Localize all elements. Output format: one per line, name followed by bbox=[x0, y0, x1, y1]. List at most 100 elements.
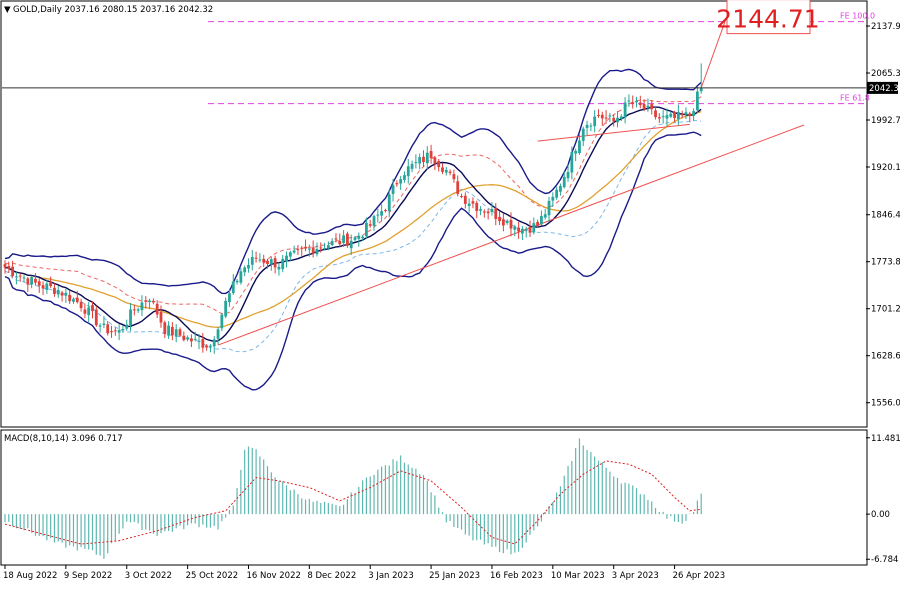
candle-body bbox=[258, 259, 262, 261]
candle-body bbox=[68, 294, 72, 302]
candle-body bbox=[680, 114, 684, 116]
candle-body bbox=[376, 214, 380, 216]
candle-body bbox=[224, 300, 228, 317]
candle-body bbox=[182, 335, 186, 341]
date-tick-label: 9 Sep 2022 bbox=[64, 571, 112, 581]
candle-body bbox=[448, 171, 452, 173]
candle-body bbox=[239, 271, 243, 283]
candle-body bbox=[53, 287, 56, 294]
candle-body bbox=[292, 250, 296, 253]
candle-body bbox=[18, 275, 22, 277]
candle-body bbox=[452, 174, 456, 180]
candle-body bbox=[574, 150, 578, 154]
candle-body bbox=[178, 329, 182, 336]
current-price-tag bbox=[867, 81, 898, 94]
candle-body bbox=[125, 324, 129, 329]
candle-body bbox=[167, 325, 170, 336]
candle-body bbox=[543, 214, 547, 218]
candle-body bbox=[209, 345, 212, 347]
candle-body bbox=[285, 255, 288, 262]
date-tick-label: 26 Apr 2023 bbox=[673, 571, 726, 581]
candle-body bbox=[604, 117, 608, 119]
candle-body bbox=[482, 211, 486, 213]
candles bbox=[3, 63, 703, 354]
candle-body bbox=[661, 116, 665, 118]
candle-body bbox=[357, 235, 361, 239]
candle-body bbox=[56, 290, 60, 295]
candle-body bbox=[106, 324, 110, 334]
candle-body bbox=[186, 337, 190, 340]
candle-body bbox=[83, 309, 87, 314]
candle-body bbox=[676, 112, 680, 120]
candle-body bbox=[311, 247, 315, 254]
ma-blue-dashed-line bbox=[4, 120, 702, 353]
candle-body bbox=[113, 330, 117, 332]
candle-body bbox=[338, 240, 342, 245]
candle-body bbox=[429, 150, 433, 158]
candle-body bbox=[593, 116, 597, 127]
candle-body bbox=[524, 228, 528, 231]
candle-body bbox=[418, 157, 422, 164]
candle-body bbox=[102, 323, 106, 325]
candle-body bbox=[330, 240, 334, 246]
candle-body bbox=[555, 189, 559, 198]
candle-body bbox=[505, 220, 509, 223]
candle-body bbox=[212, 339, 216, 347]
candle-body bbox=[437, 161, 441, 168]
candle-body bbox=[673, 112, 676, 118]
ma-red-dashed-line bbox=[5, 96, 702, 315]
candle-body bbox=[247, 264, 250, 269]
candle-body bbox=[566, 171, 570, 179]
candle-body bbox=[296, 249, 300, 251]
date-tick-label: 3 Jan 2023 bbox=[368, 571, 414, 581]
candle-body bbox=[136, 309, 140, 311]
price-tick-label: 1846.40 bbox=[871, 211, 900, 221]
candle-body bbox=[471, 201, 475, 204]
candle-body bbox=[151, 301, 155, 303]
candle-body bbox=[414, 161, 418, 163]
candle-body bbox=[201, 339, 205, 348]
ma-dark-line bbox=[4, 106, 702, 343]
candle-body bbox=[41, 285, 45, 289]
candle-body bbox=[513, 226, 517, 230]
candle-body bbox=[498, 216, 501, 222]
candle-body bbox=[155, 303, 159, 315]
candle-body bbox=[34, 278, 37, 283]
candle-body bbox=[494, 208, 498, 220]
macd-signal-line bbox=[4, 460, 702, 545]
candle-body bbox=[22, 277, 26, 279]
candle-body bbox=[91, 305, 94, 312]
candle-body bbox=[319, 247, 323, 249]
target-box[interactable]: 2144.71 bbox=[716, 0, 820, 35]
candle-body bbox=[132, 309, 136, 311]
candle-body bbox=[631, 102, 635, 104]
candle-body bbox=[616, 117, 619, 123]
candle-body bbox=[342, 235, 345, 244]
candle-body bbox=[406, 166, 410, 177]
candle-body bbox=[30, 277, 34, 285]
candle-body bbox=[684, 112, 688, 115]
candle-body bbox=[277, 266, 281, 270]
candle-body bbox=[562, 176, 566, 188]
fibonacci-levels: FE 100.0 FE 61.8 bbox=[208, 12, 875, 105]
candle-body bbox=[547, 200, 551, 216]
candle-body bbox=[7, 266, 11, 269]
candle-body bbox=[540, 216, 543, 225]
candle-body bbox=[37, 281, 41, 286]
candle-body bbox=[635, 100, 638, 103]
candle-body bbox=[243, 267, 247, 273]
candle-body bbox=[121, 329, 125, 331]
candle-body bbox=[433, 157, 437, 164]
bollinger-bands bbox=[4, 68, 702, 391]
target-price-label: 2144.71 bbox=[716, 5, 819, 34]
candle-body bbox=[456, 181, 460, 194]
macd-panel-frame bbox=[0, 429, 868, 566]
chart-header-dropdown-icon[interactable]: ▼ bbox=[4, 5, 11, 15]
date-tick-label: 3 Apr 2023 bbox=[612, 571, 659, 581]
trendlines[interactable] bbox=[217, 13, 805, 346]
candle-body bbox=[669, 113, 673, 117]
candle-body bbox=[650, 104, 654, 110]
candle-body bbox=[300, 247, 304, 249]
